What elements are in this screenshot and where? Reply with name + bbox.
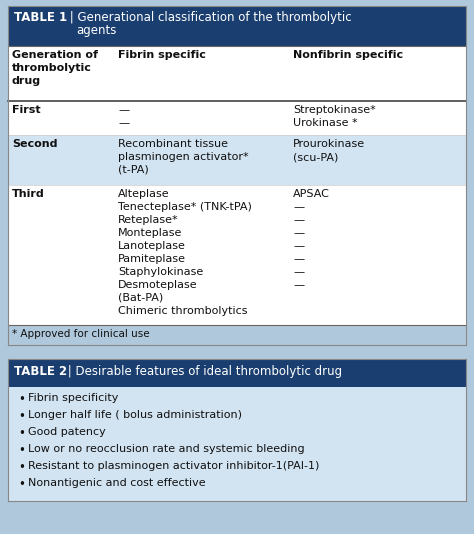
Text: Desmoteplase: Desmoteplase (118, 280, 198, 290)
Text: •: • (18, 393, 25, 406)
Text: Alteplase: Alteplase (118, 189, 170, 199)
Text: | Desirable features of ideal thrombolytic drug: | Desirable features of ideal thrombolyt… (64, 365, 342, 378)
Text: agents: agents (76, 24, 117, 37)
Text: Good patency: Good patency (28, 427, 106, 437)
Text: (t-PA): (t-PA) (118, 165, 149, 175)
Text: —: — (293, 215, 304, 225)
Text: Reteplase*: Reteplase* (118, 215, 179, 225)
Text: plasminogen activator*: plasminogen activator* (118, 152, 249, 162)
Text: (scu-PA): (scu-PA) (293, 152, 338, 162)
Text: Chimeric thrombolytics: Chimeric thrombolytics (118, 306, 247, 316)
Text: Third: Third (12, 189, 45, 199)
Text: •: • (18, 444, 25, 457)
Text: Generation of
thrombolytic
drug: Generation of thrombolytic drug (12, 50, 98, 87)
Text: Resistant to plasminogen activator inhibitor-1(PAI-1): Resistant to plasminogen activator inhib… (28, 461, 319, 471)
Text: •: • (18, 461, 25, 474)
Text: Longer half life ( bolus administration): Longer half life ( bolus administration) (28, 410, 242, 420)
Bar (8, 46, 466, 101)
Text: Fibrin specific: Fibrin specific (118, 50, 206, 60)
Bar (8, 6, 466, 46)
Text: —: — (293, 241, 304, 251)
Text: —: — (293, 267, 304, 277)
Text: Fibrin specificity: Fibrin specificity (28, 393, 118, 403)
Bar (8, 325, 466, 345)
Text: —: — (118, 118, 129, 128)
Text: Low or no reocclusion rate and systemic bleeding: Low or no reocclusion rate and systemic … (28, 444, 305, 454)
Text: —: — (293, 280, 304, 290)
Bar (8, 135, 466, 185)
Text: Nonantigenic and cost effective: Nonantigenic and cost effective (28, 478, 206, 488)
Text: •: • (18, 478, 25, 491)
Text: (Bat-PA): (Bat-PA) (118, 293, 163, 303)
Text: Second: Second (12, 139, 57, 149)
Text: TABLE 1: TABLE 1 (14, 11, 67, 24)
Text: —: — (293, 202, 304, 212)
Text: TABLE 2: TABLE 2 (14, 365, 67, 378)
Text: •: • (18, 427, 25, 440)
Text: •: • (18, 410, 25, 423)
Text: First: First (12, 105, 41, 115)
Bar (8, 185, 466, 325)
Text: * Approved for clinical use: * Approved for clinical use (12, 329, 150, 339)
Text: Pamiteplase: Pamiteplase (118, 254, 186, 264)
Text: Prourokinase: Prourokinase (293, 139, 365, 149)
Text: Tenecteplase* (TNK-tPA): Tenecteplase* (TNK-tPA) (118, 202, 252, 212)
Text: —: — (293, 254, 304, 264)
Text: —: — (293, 228, 304, 238)
Bar (8, 387, 466, 501)
Text: Staphylokinase: Staphylokinase (118, 267, 203, 277)
Text: Streptokinase*: Streptokinase* (293, 105, 376, 115)
Text: APSAC: APSAC (293, 189, 330, 199)
Text: Urokinase *: Urokinase * (293, 118, 357, 128)
Text: Recombinant tissue: Recombinant tissue (118, 139, 228, 149)
Text: | Generational classification of the thrombolytic: | Generational classification of the thr… (66, 11, 352, 24)
Text: —: — (118, 105, 129, 115)
Text: Lanoteplase: Lanoteplase (118, 241, 186, 251)
Bar (8, 359, 466, 387)
Text: Monteplase: Monteplase (118, 228, 182, 238)
Text: Nonfibrin specific: Nonfibrin specific (293, 50, 403, 60)
Bar (8, 101, 466, 135)
